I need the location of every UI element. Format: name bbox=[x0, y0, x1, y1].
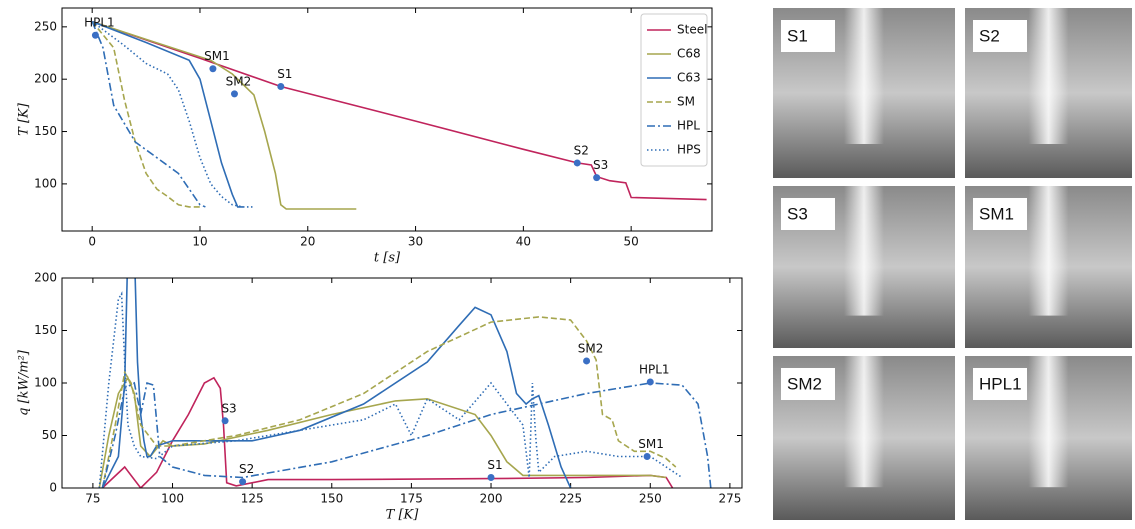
x-tick-label: 125 bbox=[241, 492, 264, 506]
annotation-point bbox=[239, 478, 247, 486]
photo-label-box bbox=[973, 198, 1027, 230]
series-line bbox=[101, 381, 712, 488]
x-tick-label: 175 bbox=[400, 492, 423, 506]
x-tick-label: 30 bbox=[408, 235, 423, 249]
photo-label: S2 bbox=[979, 26, 1000, 45]
y-tick-label: 50 bbox=[42, 428, 57, 442]
photo-jet bbox=[844, 186, 884, 316]
photo-label: SM2 bbox=[787, 374, 822, 393]
x-tick-label: 200 bbox=[480, 492, 503, 506]
x-tick-label: 275 bbox=[718, 492, 741, 506]
legend-label: C68 bbox=[677, 47, 701, 61]
photo-label-box bbox=[781, 20, 835, 52]
annotation-point bbox=[221, 417, 229, 425]
annotation-label: HPL1 bbox=[639, 362, 670, 376]
y-tick-label: 100 bbox=[34, 176, 57, 190]
annotation-label: S2 bbox=[239, 462, 254, 476]
annotation-point bbox=[593, 174, 601, 182]
annotation-label: S3 bbox=[593, 158, 608, 172]
series-line bbox=[98, 376, 667, 488]
annotation-point bbox=[230, 90, 238, 98]
photo-jet bbox=[1028, 8, 1069, 144]
photo-jet bbox=[1028, 356, 1069, 488]
y-axis-label: T [K] bbox=[17, 102, 32, 136]
photo-jet bbox=[844, 356, 884, 488]
plot-area bbox=[98, 278, 712, 488]
y-tick-label: 150 bbox=[34, 323, 57, 337]
annotation-label: HPL1 bbox=[84, 16, 115, 30]
plot-frame bbox=[61, 277, 743, 489]
x-tick-label: 40 bbox=[516, 235, 531, 249]
annotation-point bbox=[583, 357, 591, 365]
series-line bbox=[98, 291, 683, 488]
series-line bbox=[91, 20, 707, 201]
y-tick-label: 200 bbox=[34, 271, 57, 285]
x-tick-label: 20 bbox=[300, 235, 315, 249]
series-line bbox=[101, 376, 674, 488]
x-tick-label: 0 bbox=[88, 235, 96, 249]
annotation-label: SM1 bbox=[204, 49, 230, 63]
photo-label: S1 bbox=[787, 26, 808, 45]
annotation-label: SM2 bbox=[578, 341, 604, 355]
x-tick-label: 150 bbox=[320, 492, 343, 506]
photo-jet bbox=[1028, 186, 1069, 316]
series-line bbox=[91, 21, 206, 208]
x-tick-label: 100 bbox=[161, 492, 184, 506]
legend-box bbox=[640, 13, 708, 167]
x-axis-label: T [K] bbox=[386, 508, 420, 523]
legend-label: Steel bbox=[677, 23, 707, 37]
legend-label: HPL bbox=[677, 119, 700, 133]
y-tick-label: 150 bbox=[34, 124, 57, 138]
annotation-label: S1 bbox=[277, 67, 292, 81]
y-tick-label: 250 bbox=[34, 19, 57, 33]
photo-label-box bbox=[973, 368, 1027, 400]
photo-label-box bbox=[973, 20, 1027, 52]
y-tick-label: 100 bbox=[34, 376, 57, 390]
photo-label-box bbox=[781, 368, 835, 400]
x-tick-label: 50 bbox=[624, 235, 639, 249]
legend-label: HPS bbox=[677, 143, 701, 157]
series-line bbox=[91, 21, 200, 208]
annotation-label: S2 bbox=[574, 143, 589, 157]
photo-label: SM1 bbox=[979, 204, 1014, 223]
series-line bbox=[91, 20, 357, 210]
y-tick-label: 200 bbox=[34, 72, 57, 86]
annotation-point bbox=[209, 65, 217, 73]
y-axis-label: q [kW/m²] bbox=[17, 349, 32, 416]
x-tick-label: 10 bbox=[192, 235, 207, 249]
legend-label: C63 bbox=[677, 71, 701, 85]
y-tick-label: 0 bbox=[49, 481, 57, 495]
annotation-label: SM2 bbox=[226, 74, 252, 88]
annotation-label: S1 bbox=[487, 458, 502, 472]
annotation-point bbox=[277, 83, 285, 91]
series-line bbox=[101, 316, 677, 488]
plot-frame bbox=[61, 7, 713, 232]
plot-area bbox=[91, 20, 707, 210]
photo-label-box bbox=[781, 198, 835, 230]
annotation-point bbox=[643, 453, 651, 460]
annotation-point bbox=[646, 378, 654, 386]
annotation-point bbox=[91, 31, 99, 39]
series-line bbox=[91, 20, 244, 208]
x-tick-label: 75 bbox=[85, 492, 100, 506]
series-line bbox=[101, 278, 572, 488]
annotation-label: SM1 bbox=[638, 437, 664, 451]
x-tick-label: 250 bbox=[639, 492, 662, 506]
photo-label: S3 bbox=[787, 204, 808, 223]
x-axis-label: t [s] bbox=[374, 251, 401, 266]
photo-label: HPL1 bbox=[979, 374, 1022, 393]
x-tick-label: 225 bbox=[559, 492, 582, 506]
annotation-point bbox=[487, 474, 495, 481]
legend-label: SM bbox=[677, 95, 695, 109]
annotation-label: S3 bbox=[221, 401, 236, 415]
photo-jet bbox=[844, 8, 884, 144]
annotation-point bbox=[573, 159, 581, 167]
